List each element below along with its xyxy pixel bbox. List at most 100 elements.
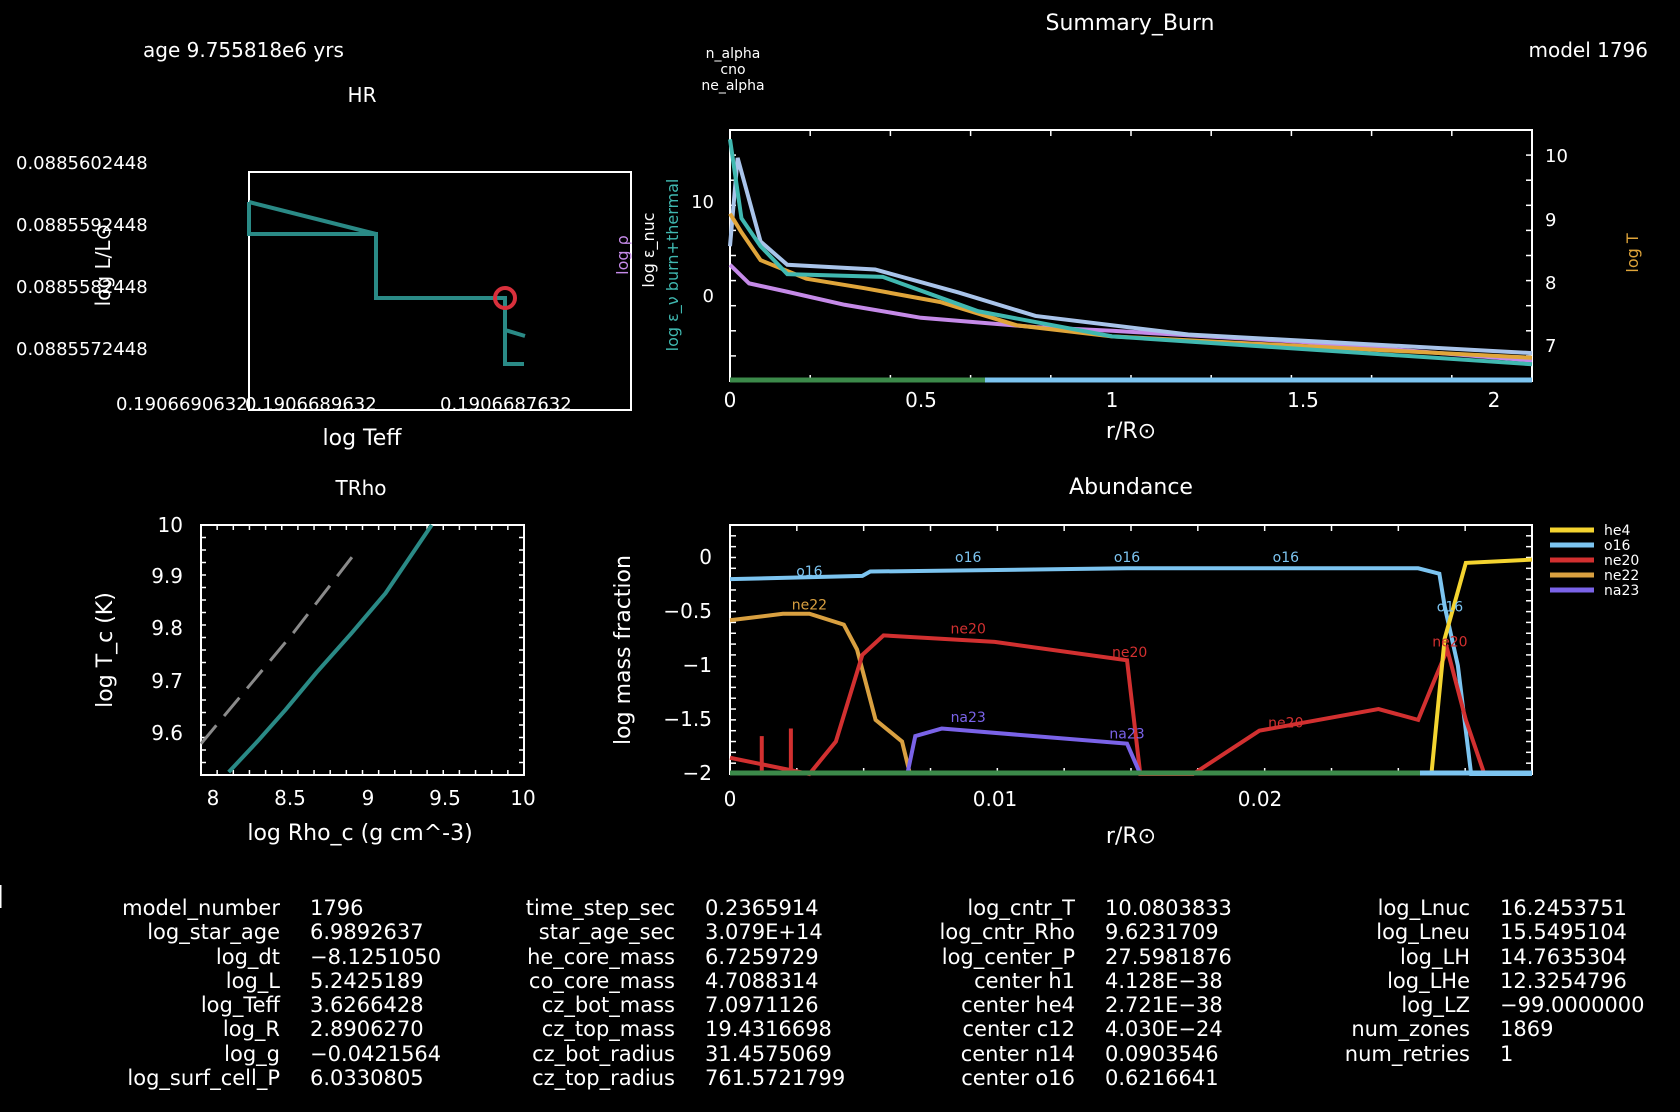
info-key: cz_top_radius	[532, 1066, 675, 1091]
info-key: co_core_mass	[528, 968, 675, 993]
abund-inline-label: na23	[1109, 726, 1144, 742]
info-key: time_step_sec	[525, 896, 675, 920]
abund-ylabel: log mass fraction	[611, 555, 636, 745]
trho-panel: TRho 8 8.5 9 9.5 10 9.6 9.7 9.8 9.9 10 l…	[93, 476, 536, 846]
burn-xtick-3: 1	[1106, 388, 1119, 412]
burn-series	[728, 139, 1533, 367]
info-key: log_LHe	[1387, 968, 1470, 993]
hr-ytick-1: 0.0885602448	[16, 153, 148, 174]
info-value: 6.9892637	[310, 920, 424, 945]
info-key: center he4	[961, 993, 1075, 1018]
trho-track-line	[227, 523, 434, 774]
burn-ytick-right-1: 10	[1545, 146, 1568, 167]
abund-inline-label: ne20	[1432, 634, 1467, 650]
abund-series-line	[729, 566, 1532, 776]
trho-ytick-3: 9.8	[151, 616, 183, 640]
legend-label-na23: na23	[1604, 583, 1639, 599]
abund-inline-labels: o16 o16 o16 o16 ne22 ne20 ne20 na23 na23 ne20 ne20…	[792, 550, 1468, 742]
burn-legend-ne-alpha: ne_alpha	[701, 78, 764, 94]
info-key: log_Lneu	[1376, 920, 1470, 945]
abund-inline-label: o16	[1114, 550, 1140, 566]
info-key: star_age_sec	[538, 920, 675, 945]
info-value: 1869	[1500, 1017, 1554, 1042]
trho-title: TRho	[334, 476, 386, 500]
info-value: 2.8906270	[310, 1017, 424, 1042]
abund-inline-label: na23	[951, 710, 986, 726]
info-value: 19.4316698	[705, 1017, 832, 1042]
abund-series-line	[729, 633, 1487, 777]
info-value: 4.128E−38	[1105, 968, 1223, 993]
info-value: 12.3254796	[1500, 968, 1627, 993]
info-key: log_center_P	[941, 944, 1075, 969]
info-key: log_Lnuc	[1377, 896, 1470, 920]
abund-series-line	[729, 611, 912, 775]
abund-inline-label: ne20	[1112, 645, 1147, 661]
info-value: 3.079E+14	[705, 920, 823, 945]
info-value: 7.0971126	[705, 993, 819, 1018]
trho-reference-line	[199, 552, 356, 745]
legend-label-o16: o16	[1604, 538, 1630, 554]
burn-series-line	[728, 212, 1533, 360]
info-value: 6.0330805	[310, 1066, 424, 1091]
info-key: log_cntr_T	[967, 896, 1075, 920]
abund-inline-label: o16	[955, 550, 981, 566]
info-key: center c12	[962, 1017, 1075, 1042]
hr-track-end	[503, 308, 526, 338]
info-key: log_Teff	[200, 993, 280, 1018]
info-key: num_retries	[1344, 1041, 1470, 1066]
hr-track-line	[247, 202, 524, 366]
info-key: log_surf_cell_P	[127, 1066, 280, 1091]
info-key: log_cntr_Rho	[939, 920, 1076, 945]
abund-xtick-1: 0	[724, 787, 737, 811]
trho-xtick-1: 8	[207, 786, 220, 810]
abund-inline-label: o16	[796, 564, 822, 580]
burn-frame	[729, 129, 1533, 382]
trho-ytick-4: 9.9	[151, 564, 183, 588]
burn-ytick-right-2: 9	[1545, 210, 1556, 231]
legend-label-he4: he4	[1604, 523, 1630, 539]
abund-ytick-4: −1.5	[663, 707, 712, 731]
info-key: log_star_age	[147, 920, 280, 945]
age-label: age 9.755818e6 yrs	[143, 38, 344, 62]
info-key: num_zones	[1351, 1017, 1470, 1042]
info-column-4: log_Lnuc 16.2453751 log_Lneu 15.5495104 lo…	[1290, 896, 1645, 1066]
hr-title: HR	[348, 83, 377, 107]
burn-left-label-enuc: log ε_nuc	[639, 212, 659, 287]
info-key: log_L	[225, 968, 280, 993]
info-key: log_LH	[1399, 944, 1470, 969]
info-column-3: log_cntr_T 10.0803833 log_cntr_Rho 9.62317…	[905, 896, 1232, 1090]
abund-ytick-3: −1	[683, 653, 712, 677]
info-value: 3.6266428	[310, 993, 424, 1018]
info-value: 0.6216641	[1105, 1066, 1219, 1091]
hr-frame	[248, 171, 632, 411]
trho-xtick-5: 10	[510, 786, 535, 810]
info-value: 1796	[310, 896, 364, 920]
info-value: 15.5495104	[1500, 920, 1627, 945]
info-key: model_number	[122, 896, 280, 920]
burn-xtick-5: 2	[1488, 388, 1501, 412]
abund-xtick-3: 0.02	[1238, 787, 1283, 811]
burn-panel: n_alpha cno ne_alpha 0 0.5 1 1.5 2 10 0 …	[613, 46, 1642, 444]
burn-left-label-rho: log ρ	[613, 235, 632, 275]
abund-title: Abundance	[1069, 475, 1193, 500]
trho-frame	[200, 524, 525, 776]
info-value: 6.7259729	[705, 944, 819, 969]
burn-left-label-enu: log ε_ν burn+thermal	[663, 179, 683, 352]
burn-right-label: log T	[1623, 233, 1642, 272]
trho-xtick-4: 9.5	[429, 786, 461, 810]
abund-ytick-5: −2	[683, 761, 712, 785]
abund-ytick-1: 0	[699, 545, 712, 569]
info-value: 761.5721799	[705, 1066, 846, 1091]
trho-ticks	[200, 524, 525, 776]
abund-series-line	[1429, 557, 1533, 775]
burn-ytick-left-1: 10	[691, 192, 714, 213]
info-value: 4.030E−24	[1105, 1017, 1223, 1042]
burn-legend-n-alpha: n_alpha	[706, 46, 761, 62]
burn-ytick-right-4: 7	[1545, 336, 1556, 357]
burn-ytick-left-2: 0	[703, 286, 714, 307]
trho-ytick-2: 9.7	[151, 669, 183, 693]
info-column-1: model_number 1796 log_star_age 6.9892637 l…	[110, 896, 441, 1090]
info-value: 1	[1500, 1041, 1514, 1066]
abund-xlabel: r/R⊙	[1106, 824, 1156, 849]
